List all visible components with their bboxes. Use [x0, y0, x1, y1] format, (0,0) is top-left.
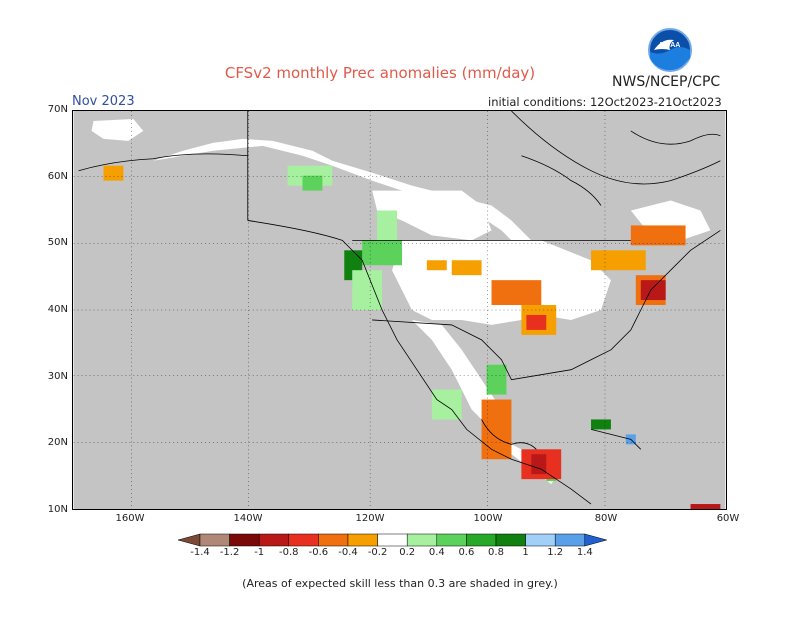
colorbar-cell-7 — [377, 533, 408, 547]
lat-label-20n: 20N — [47, 437, 68, 448]
graticule — [73, 111, 726, 509]
colorbar-cell-9 — [436, 533, 467, 547]
colorbar-cell-0 — [177, 533, 201, 547]
colorbar-label: 1 — [522, 547, 529, 558]
lon-label-160w: 160W — [115, 513, 145, 524]
colorbar-label: 0.8 — [488, 547, 504, 558]
colorbar-label: 1.2 — [547, 547, 564, 558]
colorbar-cell-1 — [199, 533, 230, 547]
colorbar-cell-13 — [554, 533, 586, 547]
colorbar-cell-14 — [584, 533, 608, 547]
colorbar — [177, 533, 608, 547]
colorbar-cell-5 — [318, 533, 349, 547]
colorbar-label: -1 — [254, 547, 265, 558]
forecast-month: Nov 2023 — [72, 94, 135, 109]
map-panel — [72, 110, 727, 510]
lon-label-80w: 80W — [594, 513, 618, 524]
colorbar-cell-11 — [495, 533, 526, 547]
lat-label-30n: 30N — [47, 371, 68, 382]
dry-anomalies — [103, 165, 721, 509]
colorbar-cell-10 — [466, 533, 497, 547]
colorbar-cell-3 — [258, 533, 290, 547]
skill-mask-background — [73, 111, 726, 509]
colorbar-label: 0.4 — [428, 547, 445, 558]
initial-conditions: initial conditions: 12Oct2023-21Oct2023 — [488, 95, 722, 109]
colorbar-cell-6 — [347, 533, 378, 547]
lat-label-50n: 50N — [47, 237, 68, 248]
colorbar-label: 0.2 — [399, 547, 416, 558]
lon-label-140w: 140W — [233, 513, 263, 524]
noaa-logo: NOAA — [648, 28, 692, 72]
colorbar-label: -0.6 — [308, 547, 329, 558]
lat-label-10n: 10N — [47, 504, 68, 515]
colorbar-cell-12 — [525, 533, 556, 547]
colorbar-cell-8 — [406, 533, 438, 547]
lat-label-40n: 40N — [47, 304, 68, 315]
colorbar-cell-2 — [229, 533, 260, 547]
noaa-logo-text: NOAA — [660, 42, 681, 49]
agency-label: NWS/NCEP/CPC — [612, 74, 721, 90]
colorbar-label: -0.8 — [279, 547, 299, 558]
map-title: CFSv2 monthly Prec anomalies (mm/day) — [224, 64, 536, 82]
colorbar-label: 0.6 — [458, 547, 475, 558]
lon-label-100w: 100W — [473, 513, 503, 524]
lat-label-60n: 60N — [47, 171, 68, 182]
colorbar-label: -0.2 — [367, 547, 388, 558]
colorbar-cell-4 — [288, 533, 319, 547]
colorbar-label: -1.2 — [219, 547, 240, 558]
colorbar-label: -0.4 — [338, 547, 358, 558]
coastlines — [78, 111, 721, 505]
lon-label-60w: 60W — [716, 513, 740, 524]
skill-footnote: (Areas of expected skill less than 0.3 a… — [242, 577, 558, 590]
colorbar-label: -1.4 — [190, 547, 210, 558]
lat-label-70n: 70N — [47, 104, 68, 115]
lon-label-120w: 120W — [355, 513, 385, 524]
colorbar-label: 1.4 — [576, 547, 593, 558]
